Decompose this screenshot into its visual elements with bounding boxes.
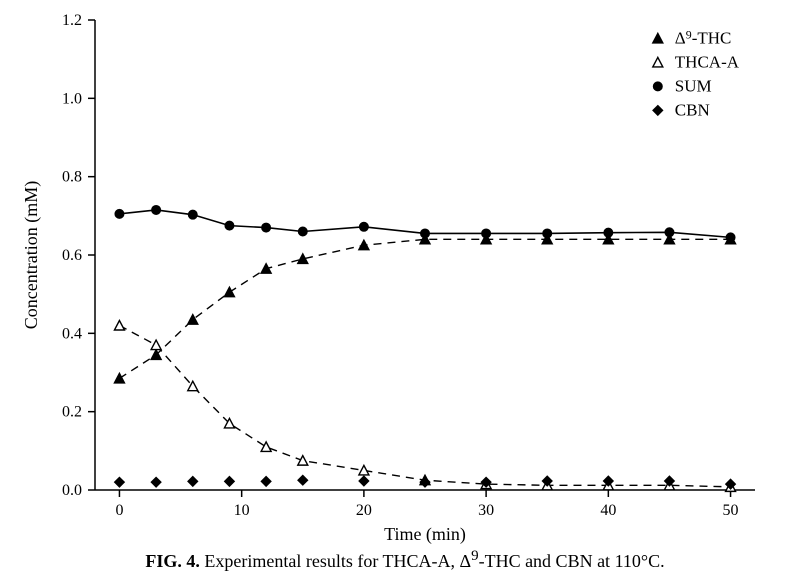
marker-sum — [665, 228, 674, 237]
marker-thcaa — [298, 456, 308, 466]
y-tick-label: 1.0 — [62, 90, 82, 107]
marker-sum — [604, 228, 613, 237]
marker-cbn — [664, 476, 674, 486]
marker-sum — [421, 229, 430, 238]
y-tick-label: 1.2 — [62, 12, 82, 29]
legend-marker-d9thc — [653, 33, 663, 43]
marker-sum — [152, 205, 161, 214]
legend-marker-thcaa — [653, 57, 663, 67]
x-tick-label: 50 — [723, 502, 739, 519]
caption-text: Experimental results for THCA-A, Δ — [200, 551, 471, 571]
marker-cbn — [188, 476, 198, 486]
series-line-thcaa — [119, 326, 730, 487]
marker-sum — [482, 229, 491, 238]
caption-superscript: 9 — [471, 548, 479, 564]
marker-cbn — [298, 475, 308, 485]
marker-thcaa — [359, 465, 369, 475]
legend-label-sum: SUM — [675, 76, 712, 95]
figure-container: { "figure": { "canvas": { "width": 810, … — [0, 0, 810, 586]
marker-thcaa — [261, 442, 271, 452]
legend-marker-cbn — [653, 105, 663, 115]
y-tick-label: 0.4 — [62, 325, 82, 342]
legend: Δ9-THC THCA-A SUM CBN — [653, 27, 740, 119]
marker-sum — [543, 229, 552, 238]
marker-d9thc — [188, 315, 198, 325]
y-tick-label: 0.0 — [62, 482, 82, 499]
marker-cbn — [359, 476, 369, 486]
marker-sum — [188, 210, 197, 219]
marker-thcaa — [151, 340, 161, 350]
y-tick-label: 0.8 — [62, 169, 82, 186]
x-tick-label: 40 — [600, 502, 616, 519]
series-markers-cbn — [114, 475, 735, 489]
marker-cbn — [114, 477, 124, 487]
marker-thcaa — [114, 321, 124, 331]
marker-sum — [726, 233, 735, 242]
y-axis-label: Concentration (mM) — [21, 181, 42, 329]
marker-sum — [225, 221, 234, 230]
series-line-d9thc — [119, 239, 730, 378]
marker-sum — [262, 223, 271, 232]
marker-sum — [298, 227, 307, 236]
x-tick-label: 10 — [234, 502, 250, 519]
y-tick-label: 0.6 — [62, 247, 82, 264]
marker-cbn — [261, 476, 271, 486]
legend-label-cbn: CBN — [675, 100, 710, 119]
caption-figure-number: FIG. 4. — [145, 551, 200, 571]
series-markers-sum — [115, 205, 735, 241]
marker-d9thc — [114, 373, 124, 383]
legend-marker-sum — [653, 82, 662, 91]
marker-d9thc — [224, 287, 234, 297]
x-axis-label: Time (min) — [384, 524, 466, 545]
figure-caption: FIG. 4. Experimental results for THCA-A,… — [0, 548, 810, 572]
x-tick-label: 20 — [356, 502, 372, 519]
chart-svg: 0 10 20 30 40 50 Time (min) 0.0 0.2 0.4 0.6 0.8 1.0 1… — [0, 0, 810, 586]
legend-label-thcaa: THCA-A — [675, 52, 740, 71]
marker-sum — [359, 222, 368, 231]
marker-cbn — [420, 477, 430, 487]
marker-sum — [115, 209, 124, 218]
y-tick-label: 0.2 — [62, 404, 82, 421]
x-tick-label: 30 — [478, 502, 494, 519]
caption-text-after: -THC and CBN at 110°C. — [479, 551, 665, 571]
marker-cbn — [151, 477, 161, 487]
x-tick-label: 0 — [115, 502, 123, 519]
series-markers-thcaa — [114, 321, 735, 492]
marker-cbn — [542, 476, 552, 486]
marker-cbn — [224, 476, 234, 486]
marker-cbn — [603, 476, 613, 486]
legend-label-d9thc: Δ9-THC — [675, 27, 732, 47]
